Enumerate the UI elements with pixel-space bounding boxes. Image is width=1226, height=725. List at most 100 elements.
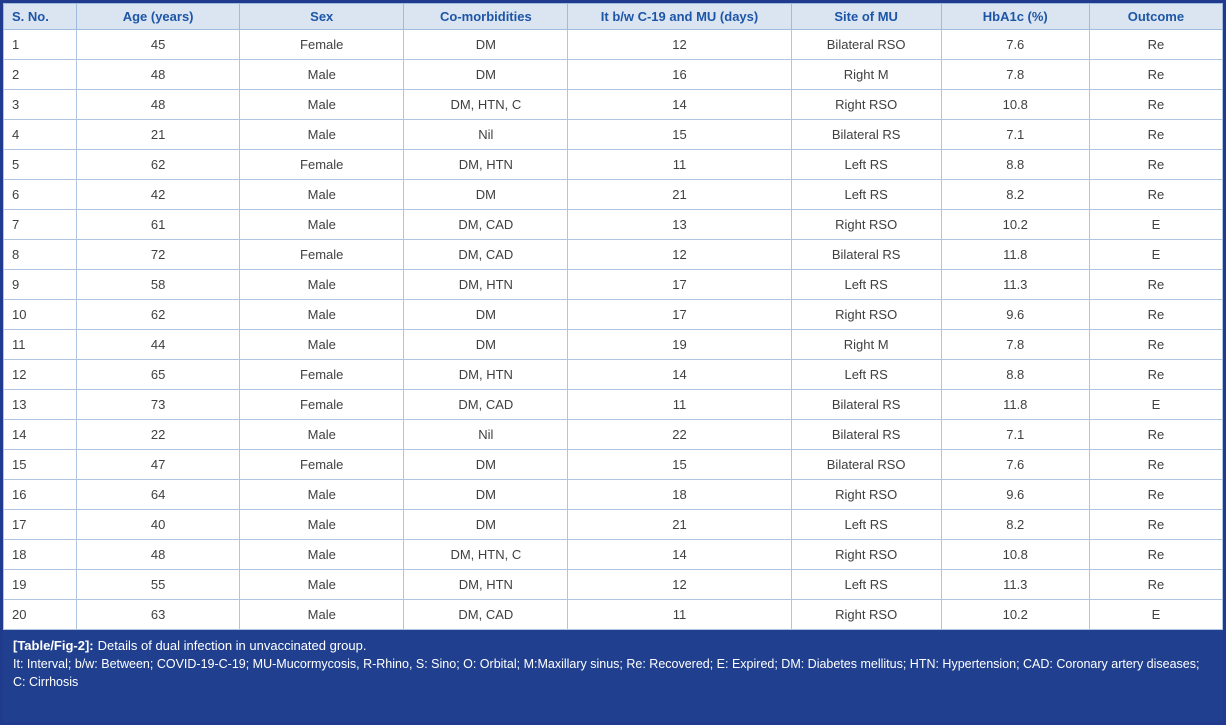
table-cell: 17 bbox=[2, 509, 78, 540]
table-cell: Bilateral RSO bbox=[790, 29, 942, 60]
table-cell: 19 bbox=[567, 329, 792, 360]
table-cell: 40 bbox=[76, 509, 241, 540]
column-header: Outcome bbox=[1088, 3, 1224, 30]
table-cell: Male bbox=[239, 479, 405, 510]
table-cell: 14 bbox=[2, 419, 78, 450]
table-cell: 42 bbox=[76, 179, 241, 210]
table-cell: 9.6 bbox=[940, 299, 1090, 330]
table-cell: Re bbox=[1088, 359, 1224, 390]
caption-text: Details of dual infection in unvaccinate… bbox=[97, 638, 367, 653]
table-cell: Male bbox=[239, 539, 405, 570]
table-cell: Right RSO bbox=[790, 89, 942, 120]
table-cell: Left RS bbox=[790, 509, 942, 540]
table-row: 20 63 Male DM, CAD 11 Right RSO 10.2 E bbox=[2, 599, 1224, 630]
table-cell: Left RS bbox=[790, 179, 942, 210]
table-cell: DM, HTN, C bbox=[403, 539, 569, 570]
table-cell: DM bbox=[403, 449, 569, 480]
table-cell: Female bbox=[239, 29, 405, 60]
table-cell: Female bbox=[239, 389, 405, 420]
header-row: S. No. Age (years) Sex Co-morbidities It b/w… bbox=[2, 3, 1224, 30]
table-cell: Nil bbox=[403, 119, 569, 150]
table-cell: 58 bbox=[76, 269, 241, 300]
table-cell: 73 bbox=[76, 389, 241, 420]
table-cell: 7.1 bbox=[940, 419, 1090, 450]
caption-line: [Table/Fig-2]: Details of dual infection … bbox=[13, 637, 1213, 655]
table-cell: 65 bbox=[76, 359, 241, 390]
table-cell: 3 bbox=[2, 89, 78, 120]
table-row: 7 61 Male DM, CAD 13 Right RSO 10.2 E bbox=[2, 209, 1224, 240]
table-cell: Re bbox=[1088, 569, 1224, 600]
table-cell: 11.8 bbox=[940, 239, 1090, 270]
table-cell: 48 bbox=[76, 539, 241, 570]
table-cell: DM, HTN, C bbox=[403, 89, 569, 120]
table-cell: 18 bbox=[567, 479, 792, 510]
table-row: 4 21 Male Nil 15 Bilateral RS 7.1 Re bbox=[2, 119, 1224, 150]
table-cell: 11 bbox=[2, 329, 78, 360]
table-cell: 6 bbox=[2, 179, 78, 210]
table-cell: 47 bbox=[76, 449, 241, 480]
caption-abbreviations: It: Interval; b/w: Between; COVID-19-C-1… bbox=[13, 657, 1200, 690]
table-cell: 9.6 bbox=[940, 479, 1090, 510]
table-cell: 22 bbox=[76, 419, 241, 450]
table-cell: E bbox=[1088, 389, 1224, 420]
table-cell: 21 bbox=[567, 509, 792, 540]
table-cell: 7.8 bbox=[940, 59, 1090, 90]
table-cell: Right RSO bbox=[790, 299, 942, 330]
table-cell: Bilateral RS bbox=[790, 239, 942, 270]
table-cell: 48 bbox=[76, 59, 241, 90]
table-cell: 11.3 bbox=[940, 269, 1090, 300]
table-cell: Male bbox=[239, 209, 405, 240]
table-cell: DM, CAD bbox=[403, 209, 569, 240]
table-cell: 16 bbox=[567, 59, 792, 90]
table-cell: 7.6 bbox=[940, 29, 1090, 60]
table-cell: 10.2 bbox=[940, 209, 1090, 240]
column-header: Age (years) bbox=[76, 3, 241, 30]
table-row: 17 40 Male DM 21 Left RS 8.2 Re bbox=[2, 509, 1224, 540]
table-row: 9 58 Male DM, HTN 17 Left RS 11.3 Re bbox=[2, 269, 1224, 300]
table-row: 14 22 Male Nil 22 Bilateral RS 7.1 Re bbox=[2, 419, 1224, 450]
table-cell: Re bbox=[1088, 59, 1224, 90]
table-cell: Right RSO bbox=[790, 209, 942, 240]
table-cell: Re bbox=[1088, 449, 1224, 480]
table-cell: Male bbox=[239, 119, 405, 150]
table-cell: 62 bbox=[76, 149, 241, 180]
table-cell: 64 bbox=[76, 479, 241, 510]
table-cell: E bbox=[1088, 599, 1224, 630]
table-cell: Bilateral RS bbox=[790, 119, 942, 150]
table-cell: Male bbox=[239, 179, 405, 210]
table-cell: 20 bbox=[2, 599, 78, 630]
table-row: 2 48 Male DM 16 Right M 7.8 Re bbox=[2, 59, 1224, 90]
table-cell: Right M bbox=[790, 329, 942, 360]
column-header: Sex bbox=[239, 3, 405, 30]
table-cell: DM bbox=[403, 509, 569, 540]
table-cell: Re bbox=[1088, 329, 1224, 360]
table-cell: DM, CAD bbox=[403, 239, 569, 270]
table-cell: 18 bbox=[2, 539, 78, 570]
table-cell: DM, CAD bbox=[403, 599, 569, 630]
table-cell: DM bbox=[403, 29, 569, 60]
table-cell: Left RS bbox=[790, 269, 942, 300]
column-header: It b/w C-19 and MU (days) bbox=[567, 3, 792, 30]
table-cell: 15 bbox=[567, 119, 792, 150]
table-cell: E bbox=[1088, 209, 1224, 240]
table-cell: 19 bbox=[2, 569, 78, 600]
table-cell: 14 bbox=[567, 359, 792, 390]
table-cell: 15 bbox=[567, 449, 792, 480]
table-cell: 1 bbox=[2, 29, 78, 60]
table-cell: Re bbox=[1088, 299, 1224, 330]
table-row: 1 45 Female DM 12 Bilateral RSO 7.6 Re bbox=[2, 29, 1224, 60]
table-cell: 55 bbox=[76, 569, 241, 600]
table-caption-footer: [Table/Fig-2]: Details of dual infection … bbox=[3, 630, 1223, 722]
table-cell: Bilateral RS bbox=[790, 419, 942, 450]
table-cell: Left RS bbox=[790, 359, 942, 390]
table-cell: Male bbox=[239, 509, 405, 540]
table-cell: Female bbox=[239, 359, 405, 390]
table-cell: 62 bbox=[76, 299, 241, 330]
table-cell: Re bbox=[1088, 29, 1224, 60]
table-cell: Male bbox=[239, 419, 405, 450]
table-cell: DM, HTN bbox=[403, 359, 569, 390]
table-row: 11 44 Male DM 19 Right M 7.8 Re bbox=[2, 329, 1224, 360]
table-cell: Bilateral RS bbox=[790, 389, 942, 420]
table-cell: Male bbox=[239, 59, 405, 90]
table-cell: Male bbox=[239, 329, 405, 360]
